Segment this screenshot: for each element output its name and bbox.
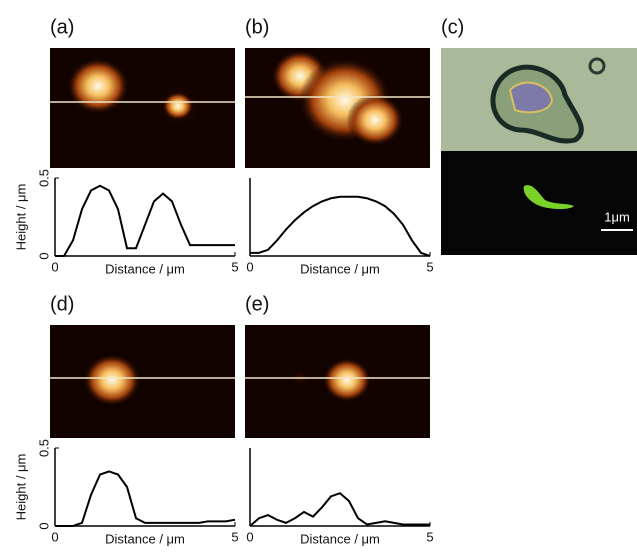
y-axis-label: Height / μm	[13, 454, 28, 521]
x-tick-label: 5	[426, 259, 433, 274]
afm-particle	[67, 58, 129, 114]
afm-particle	[83, 354, 140, 406]
x-tick-label: 5	[426, 529, 433, 544]
profile-line	[55, 186, 235, 256]
afm-particle	[163, 92, 194, 120]
profile-line	[250, 493, 430, 526]
y-tick-label: 0	[36, 252, 51, 259]
panel-label: (b)	[245, 16, 269, 38]
scale-bar-label: 1μm	[604, 209, 630, 224]
panel-label: (c)	[441, 16, 464, 38]
x-tick-label: 5	[231, 259, 238, 274]
afm-particle	[346, 94, 403, 146]
panel-label: (a)	[50, 16, 74, 38]
x-axis-label: Distance / μm	[300, 261, 380, 276]
x-axis-label: Distance / μm	[105, 261, 185, 276]
x-tick-label: 0	[246, 529, 253, 544]
afm-particle	[323, 358, 371, 402]
x-axis-label: Distance / μm	[300, 531, 380, 546]
panel-c: (c) 1μm	[441, 16, 637, 255]
y-tick-label: 0	[36, 522, 51, 529]
panel: (d) 0 5 0 0.5 Distance / μm Height / μm	[13, 293, 238, 546]
x-tick-label: 0	[51, 259, 58, 274]
afm-features	[83, 354, 140, 406]
y-axis-label: Height / μm	[13, 184, 28, 251]
panel: (a) 0 5 0 0.5 Distance / μm Height / μm	[13, 16, 238, 276]
panel: (e) 0 5 Distance / μm	[245, 293, 434, 546]
afm-image	[50, 325, 235, 438]
x-axis-label: Distance / μm	[105, 531, 185, 546]
x-tick-label: 0	[51, 529, 58, 544]
panel: (b) 0 5 Distance / μm	[245, 16, 434, 276]
profile-line	[55, 471, 235, 526]
profile-line	[250, 197, 430, 256]
x-tick-label: 5	[231, 529, 238, 544]
figure: (c) 1μm (a)0500.5Distance / μmHeight / μ…	[0, 0, 637, 556]
x-tick-label: 0	[246, 259, 253, 274]
panel-label: (e)	[245, 293, 269, 315]
y-tick-label: 0.5	[36, 439, 51, 457]
y-tick-label: 0.5	[36, 169, 51, 187]
panel-label: (d)	[50, 293, 74, 315]
